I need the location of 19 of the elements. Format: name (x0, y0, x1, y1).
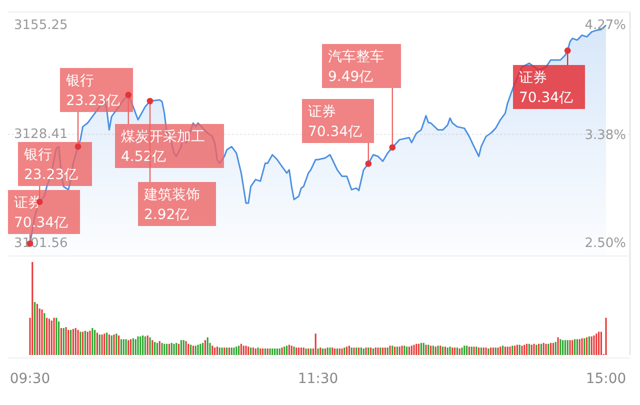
y2-tick-label: 3.38% (584, 128, 626, 143)
point (125, 92, 132, 98)
point (389, 144, 396, 151)
annotation: 证券 70.34亿 (308, 104, 362, 140)
y-tick-label: 3155.25 (14, 18, 68, 33)
annotation: 证券 70.34亿 (519, 70, 574, 106)
annotation: 银行 23.23亿 (23, 147, 78, 183)
x-tick-label: 11:30 (298, 371, 338, 387)
point (365, 160, 372, 167)
annotation: 建筑装饰 2.92亿 (143, 187, 200, 223)
annotation: 汽车整车 9.49亿 (328, 49, 384, 85)
y-tick-label: 3128.41 (14, 126, 68, 142)
point (74, 143, 82, 150)
point (146, 98, 154, 104)
y2-tick-label: 4.27% (584, 18, 626, 34)
y2-tick-label: 2.50% (584, 236, 626, 252)
point (564, 47, 571, 54)
x-tick-label: 09:30 (10, 371, 50, 387)
x-tick-label: 15:00 (586, 371, 626, 387)
